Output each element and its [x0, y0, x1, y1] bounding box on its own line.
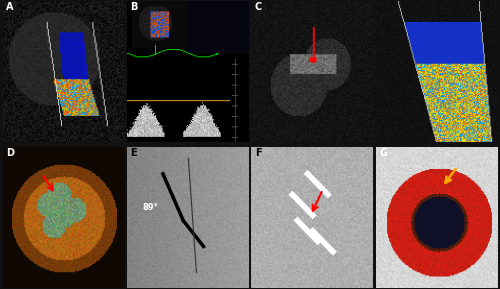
Text: D: D	[6, 148, 14, 158]
Text: B: B	[130, 2, 138, 12]
Text: C: C	[254, 2, 262, 12]
Text: 89°: 89°	[142, 203, 158, 212]
Text: F: F	[255, 148, 262, 158]
Text: E: E	[130, 148, 137, 158]
Text: G: G	[379, 148, 387, 158]
Text: A: A	[6, 2, 14, 12]
